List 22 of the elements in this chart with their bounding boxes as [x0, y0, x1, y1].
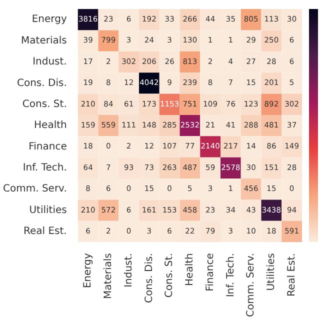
- y-tick-label: Cons. St.: [22, 98, 67, 110]
- x-tick-label: Real Est.: [286, 253, 298, 297]
- x-tick-label: Comm. Serv.: [246, 253, 257, 318]
- x-tick-label: Inf. Tech.: [225, 253, 236, 298]
- y-tick-label: Utilities: [29, 204, 67, 216]
- x-tick-label: Utilities: [266, 253, 278, 291]
- y-tick-label: Materials: [21, 35, 67, 46]
- x-tick-label: Cons. St.: [164, 253, 176, 298]
- x-tick-label: Finance: [204, 253, 216, 292]
- x-tick-label: Cons. Dis.: [144, 253, 155, 304]
- x-tick-label: Energy: [82, 253, 94, 288]
- y-tick-label: Indust.: [32, 56, 67, 68]
- y-tick-label: Real Est.: [23, 226, 67, 238]
- y-tick-label: Health: [34, 120, 67, 132]
- y-tick-label: Energy: [32, 14, 67, 26]
- y-tick-label: Inf. Tech.: [22, 162, 67, 174]
- y-tick-label: Comm. Serv.: [2, 184, 67, 195]
- x-tick-label: Health: [184, 253, 196, 286]
- y-tick-label: Cons. Dis.: [16, 78, 67, 89]
- x-tick-label: Materials: [103, 253, 114, 299]
- x-tick-label: Indust.: [123, 253, 134, 288]
- y-tick-label: Finance: [28, 141, 67, 152]
